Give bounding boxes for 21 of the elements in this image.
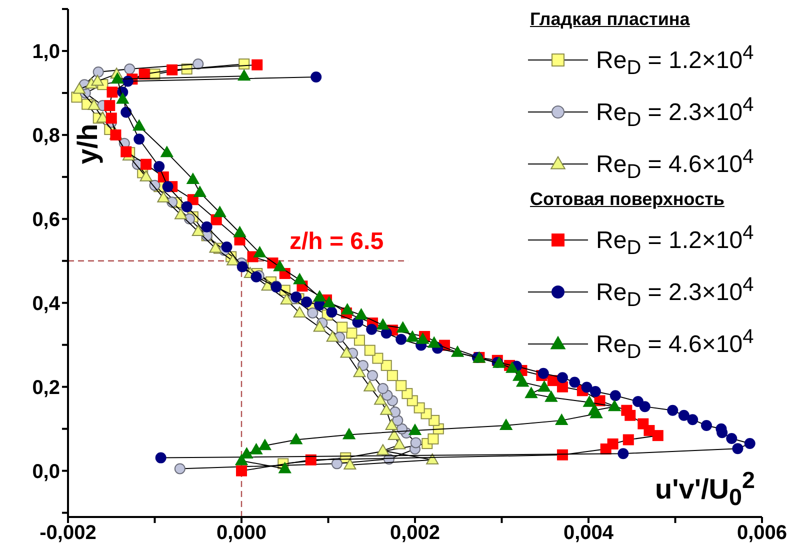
y-tick-label: 0,6 [32, 209, 60, 232]
annotation: Гладкая пластина [530, 9, 691, 29]
legend-label: Re$_{D}$ = 1.2×10$^{4}$ [596, 222, 754, 258]
x-tick-label: 0,004 [563, 522, 614, 544]
legend-label: Re$_{D}$ = 4.6×10$^{4}$ [596, 326, 754, 362]
legend-label: Re$_{D}$ = 4.6×10$^{4}$ [596, 146, 754, 182]
x-tick-label: 0,002 [390, 522, 440, 544]
x-tick-label: 0,000 [216, 522, 267, 544]
y-tick-label: 0,8 [32, 125, 60, 148]
y-axis-title: y/h [72, 122, 104, 166]
annotation: Сотовая поверхность [530, 189, 726, 209]
y-tick-label: 0,0 [32, 460, 60, 483]
legend-label: Re$_{D}$ = 2.3×10$^{4}$ [596, 94, 754, 130]
y-tick-label: 0,2 [32, 376, 60, 399]
x-tick-label: -0,002 [40, 522, 96, 544]
legend-label: Re$_{D}$ = 1.2×10$^{4}$ [596, 42, 754, 78]
legend-label: Re$_{D}$ = 2.3×10$^{4}$ [596, 274, 754, 310]
annotation: z/h = 6.5 [290, 228, 384, 255]
y-tick-label: 1,0 [32, 41, 60, 64]
y-tick-label: 0,4 [32, 292, 61, 315]
x-tick-label: 0,006 [736, 522, 788, 544]
